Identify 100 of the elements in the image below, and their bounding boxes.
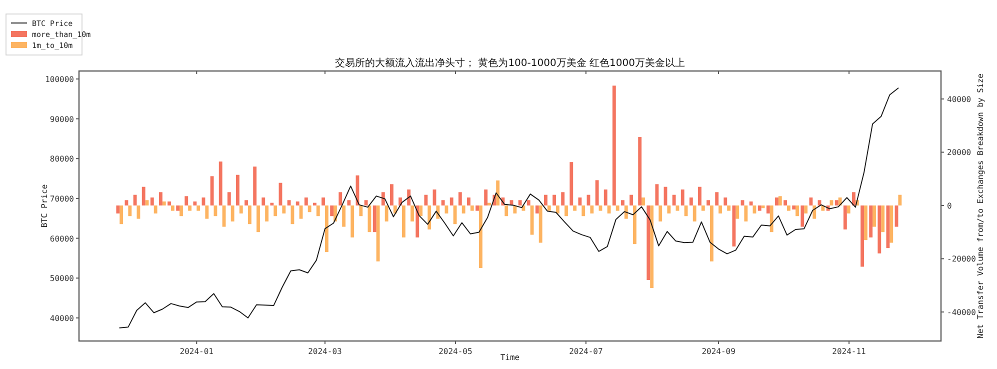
bar (744, 205, 748, 222)
bar (692, 205, 696, 222)
y-tick-label: 70000 (50, 194, 74, 204)
bar (496, 180, 500, 206)
bar (338, 192, 342, 206)
bar (621, 200, 624, 206)
y2-tick-label: -40000 (947, 308, 976, 317)
bar (800, 205, 804, 227)
bar (145, 200, 149, 206)
bar (706, 200, 710, 206)
bar (296, 201, 300, 206)
bar (830, 200, 834, 206)
bar (120, 205, 124, 224)
bar (428, 205, 432, 230)
bar (470, 205, 474, 211)
bar (890, 205, 894, 243)
bar (727, 205, 731, 211)
bar (732, 205, 736, 246)
bar (253, 166, 257, 206)
bar (878, 205, 882, 254)
y2-tick-label: 20000 (947, 148, 972, 158)
bar (556, 205, 560, 214)
bar (390, 184, 394, 206)
bar (796, 205, 799, 216)
bar (886, 205, 890, 248)
bar (749, 201, 753, 206)
bar (142, 186, 146, 206)
bar (518, 200, 522, 206)
x-tick-label: 2024-01 (180, 347, 214, 356)
y2-axis-title: Net Transfer Volume from/to Exchanges Breakdown by Size (976, 73, 985, 338)
bar (582, 205, 586, 216)
bar (256, 205, 260, 232)
bar (239, 205, 243, 214)
bar (650, 205, 654, 288)
bar (462, 205, 466, 214)
bar (809, 197, 813, 206)
bar (843, 205, 847, 230)
bar (869, 205, 873, 238)
y-tick-label: 80000 (50, 154, 74, 164)
bar (778, 196, 782, 206)
bar (638, 137, 642, 206)
x-tick-label: 2024-11 (832, 347, 866, 356)
bar (322, 197, 325, 206)
bar (552, 194, 556, 206)
bar (128, 205, 132, 216)
bar (218, 162, 222, 206)
bar (526, 200, 530, 206)
bar (860, 205, 864, 267)
bar (632, 205, 636, 244)
bar (680, 189, 684, 206)
bar (484, 189, 488, 206)
bar (236, 174, 240, 206)
bar (450, 197, 454, 206)
bar (133, 194, 137, 206)
bar (158, 192, 162, 206)
bar (578, 197, 582, 206)
bar (573, 205, 577, 211)
bar (347, 200, 351, 206)
bar (364, 200, 368, 206)
bar (316, 205, 320, 216)
bar (547, 205, 551, 211)
bar (350, 205, 354, 238)
bar (784, 200, 787, 206)
bar (864, 205, 868, 240)
bar (770, 205, 774, 232)
bar (766, 205, 770, 214)
bar (402, 205, 406, 238)
bar (538, 205, 542, 243)
bar (792, 205, 796, 210)
bar (604, 189, 608, 206)
bar (570, 162, 574, 206)
bar (230, 205, 234, 222)
bar (740, 200, 744, 206)
bar (488, 202, 491, 206)
bar (116, 205, 120, 214)
bar (564, 205, 568, 216)
bar (244, 200, 248, 206)
bar (667, 205, 671, 214)
y2-tick-label: 40000 (947, 94, 972, 104)
bar (410, 205, 414, 222)
x-tick-label: 2024-09 (702, 347, 736, 356)
bar (595, 180, 599, 206)
bar (630, 194, 633, 206)
bar (416, 205, 420, 238)
bar (150, 197, 154, 206)
x-tick-label: 2024-05 (438, 347, 472, 356)
bar (846, 205, 850, 214)
bar (248, 205, 252, 224)
bar (184, 196, 188, 206)
bar (458, 192, 462, 206)
bar (274, 205, 278, 216)
y-tick-label: 90000 (50, 114, 74, 124)
bar (419, 205, 423, 216)
bar (758, 205, 762, 211)
bar (313, 202, 316, 206)
bar (598, 205, 602, 211)
bar (124, 200, 128, 206)
bar (646, 205, 650, 280)
bar (180, 205, 183, 216)
bar (561, 192, 565, 206)
